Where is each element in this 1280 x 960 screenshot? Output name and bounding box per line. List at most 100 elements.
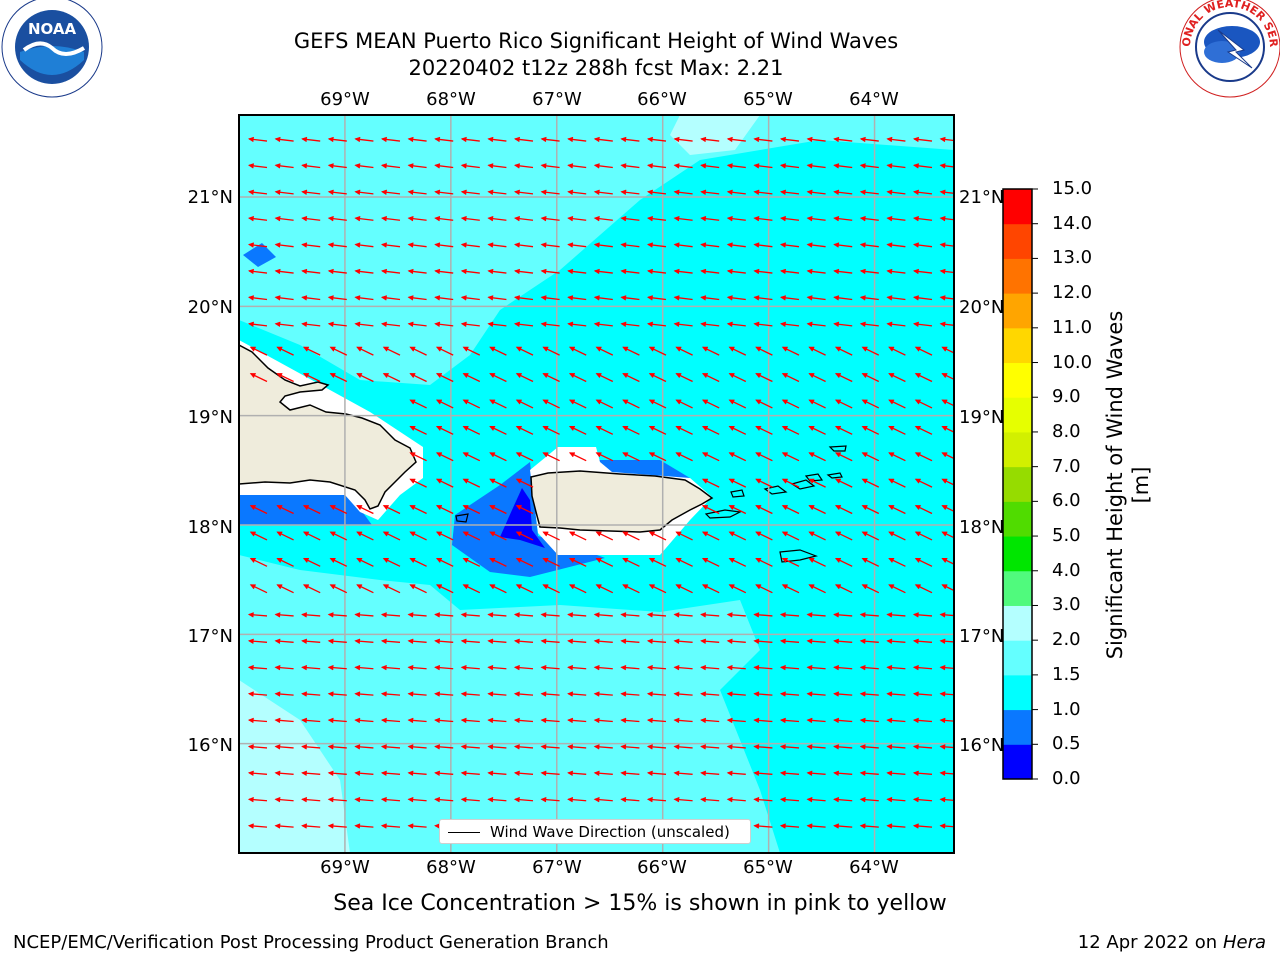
title-line-1: GEFS MEAN Puerto Rico Significant Height… — [293, 29, 899, 53]
wind-wave-arrow — [380, 163, 401, 169]
wind-wave-arrow — [701, 505, 720, 515]
wind-wave-arrow — [276, 584, 294, 594]
puerto-rico-land — [530, 470, 714, 533]
wind-wave-arrow — [568, 425, 587, 435]
wind-wave-arrow — [806, 163, 826, 169]
wind-wave-arrow — [646, 136, 667, 143]
colorbar-segment — [1003, 223, 1032, 259]
wind-wave-arrow — [249, 557, 268, 567]
wind-wave-arrow — [542, 584, 560, 594]
wind-wave-arrow — [327, 744, 347, 750]
colorbar — [1002, 188, 1038, 780]
wind-wave-arrow — [356, 584, 374, 594]
wind-wave-arrow — [806, 744, 826, 750]
wind-wave-arrow — [301, 216, 321, 222]
wind-wave-arrow — [861, 557, 880, 567]
wind-wave-arrow — [648, 452, 667, 462]
wind-wave-arrow — [247, 665, 268, 671]
wind-wave-arrow — [912, 638, 933, 644]
wind-wave-arrow — [673, 665, 693, 671]
wind-wave-arrow — [646, 770, 667, 776]
wind-wave-arrow — [329, 505, 348, 515]
lat-tick-right: 21°N — [959, 187, 1005, 208]
wind-wave-arrow — [834, 557, 853, 567]
wind-wave-arrow — [886, 189, 906, 195]
wind-wave-arrow — [781, 505, 800, 515]
wind-wave-arrow — [567, 744, 587, 750]
wind-wave-arrow — [382, 505, 401, 515]
wind-wave-arrow — [460, 242, 480, 248]
wind-wave-arrow — [779, 744, 800, 750]
wind-wave-arrow — [861, 425, 880, 435]
wind-wave-arrow — [728, 531, 747, 541]
wind-wave-arrow — [540, 136, 560, 143]
wind-wave-arrow — [808, 452, 826, 462]
wind-wave-arrow — [593, 295, 613, 301]
wind-wave-arrow — [753, 189, 773, 195]
wind-wave-arrow — [808, 557, 826, 567]
wind-wave-arrow — [939, 744, 954, 750]
wind-wave-arrow — [407, 770, 427, 776]
wind-wave-arrow — [593, 242, 613, 248]
wind-wave-arrow — [595, 425, 614, 435]
wind-wave-arrow — [302, 584, 321, 594]
wind-wave-arrow — [941, 584, 954, 592]
wind-wave-arrow — [301, 797, 321, 803]
wind-wave-arrow — [834, 373, 853, 383]
wind-wave-arrow — [382, 584, 401, 594]
wind-wave-arrow — [886, 770, 906, 776]
wind-wave-arrow — [728, 399, 747, 409]
wind-wave-arrow — [779, 295, 800, 301]
wind-wave-arrow — [356, 531, 374, 541]
wind-wave-arrow — [409, 425, 427, 435]
wind-wave-arrow — [247, 823, 268, 829]
wind-wave-arrow — [301, 770, 321, 776]
wind-wave-arrow — [489, 478, 507, 488]
wind-wave-arrow — [914, 452, 933, 462]
wind-wave-arrow — [700, 136, 720, 143]
wind-wave-arrow — [380, 770, 401, 776]
wind-wave-arrow — [833, 136, 853, 143]
wind-wave-arrow — [487, 691, 507, 697]
wind-wave-arrow — [568, 452, 587, 462]
wind-wave-arrow — [728, 452, 747, 462]
colorbar-tick-label: 0.0 — [1052, 768, 1081, 789]
noaa-logo-text: NOAA — [28, 20, 77, 38]
wind-wave-arrows — [247, 136, 954, 829]
wind-wave-arrow — [914, 399, 933, 409]
wind-wave-arrow — [540, 163, 560, 169]
wind-wave-arrow — [380, 295, 401, 301]
wind-wave-arrow — [833, 242, 853, 248]
wind-wave-arrow — [753, 216, 773, 222]
wind-wave-arrow — [620, 321, 640, 327]
wind-wave-arrow — [941, 531, 954, 539]
wind-wave-arrow — [673, 321, 693, 327]
wind-wave-arrow — [460, 638, 480, 644]
wind-wave-arrow — [700, 163, 720, 169]
wind-wave-arrow — [354, 744, 374, 750]
wind-wave-arrow — [301, 691, 321, 697]
wind-wave-arrow — [912, 163, 933, 169]
wind-wave-arrow — [728, 346, 747, 356]
wind-wave-arrow — [939, 665, 954, 671]
colorbar-segment — [1003, 327, 1032, 364]
wind-wave-arrow — [700, 717, 720, 724]
wind-wave-arrow — [806, 189, 826, 195]
tortola-outline — [804, 473, 824, 482]
wind-wave-arrow — [861, 505, 880, 515]
wind-wave-arrow — [567, 770, 587, 776]
wind-wave-arrow — [329, 346, 348, 356]
culebra-outline — [730, 489, 745, 498]
wind-wave-arrow — [301, 665, 321, 671]
wind-wave-arrow — [354, 321, 374, 327]
wind-wave-arrow — [380, 268, 401, 275]
legend-label: Wind Wave Direction (unscaled) — [490, 823, 730, 841]
wind-wave-arrow — [354, 638, 374, 644]
wind-wave-arrow — [487, 638, 507, 644]
lon-tick-bottom: 67°W — [532, 857, 582, 878]
wind-wave-arrow — [354, 242, 374, 248]
wind-wave-arrow — [462, 505, 481, 515]
wind-wave-arrow — [462, 584, 481, 594]
wind-wave-arrow — [939, 295, 954, 301]
wind-wave-arrow — [301, 612, 321, 618]
